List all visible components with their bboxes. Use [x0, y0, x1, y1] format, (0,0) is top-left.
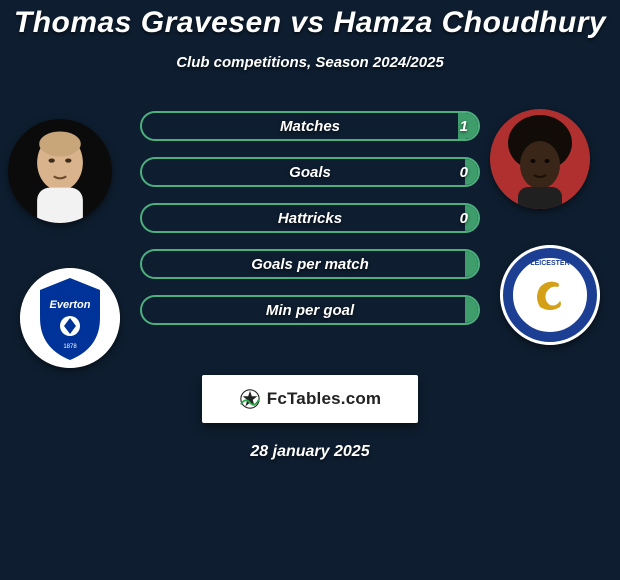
- brand-badge: FcTables.com: [202, 375, 418, 423]
- stat-label: Goals: [142, 159, 478, 185]
- stat-value-right: 0: [460, 205, 468, 231]
- stat-label: Goals per match: [142, 251, 478, 277]
- player-right-portrait-icon: [490, 109, 590, 209]
- subtitle: Club competitions, Season 2024/2025: [0, 54, 620, 71]
- svg-text:LEICESTER: LEICESTER: [530, 260, 569, 267]
- date-text: 28 january 2025: [0, 443, 620, 461]
- stat-bar: Matches 1: [140, 111, 480, 141]
- club-right-icon: LEICESTER: [500, 245, 600, 345]
- stat-fill-right: [465, 251, 478, 277]
- player-left-club-badge: Everton 1878: [20, 268, 120, 368]
- club-left-icon: Everton 1878: [20, 268, 120, 368]
- page-title: Thomas Gravesen vs Hamza Choudhury: [0, 0, 620, 40]
- brand-text: FcTables.com: [267, 389, 382, 409]
- player-left-portrait-icon: [8, 119, 112, 223]
- stat-bar: Min per goal: [140, 295, 480, 325]
- stat-value-right: 0: [460, 159, 468, 185]
- brand-logo-icon: [239, 388, 261, 410]
- stat-label: Matches: [142, 113, 478, 139]
- player-right-club-badge: LEICESTER: [500, 245, 600, 345]
- comparison-area: Everton 1878 LEICESTER Match: [0, 109, 620, 369]
- stat-bars: Matches 1 Goals 0 Hattricks 0: [140, 111, 480, 341]
- stat-label: Min per goal: [142, 297, 478, 323]
- svg-text:Everton: Everton: [50, 299, 91, 311]
- comparison-card: Thomas Gravesen vs Hamza Choudhury Club …: [0, 0, 620, 580]
- stat-fill-right: [465, 297, 478, 323]
- player-left-avatar: [8, 119, 112, 223]
- stat-bar: Goals per match: [140, 249, 480, 279]
- stat-bar: Goals 0: [140, 157, 480, 187]
- stat-value-right: 1: [460, 113, 468, 139]
- player-right-avatar: [490, 109, 590, 209]
- stat-bar: Hattricks 0: [140, 203, 480, 233]
- svg-text:1878: 1878: [63, 344, 77, 350]
- stat-label: Hattricks: [142, 205, 478, 231]
